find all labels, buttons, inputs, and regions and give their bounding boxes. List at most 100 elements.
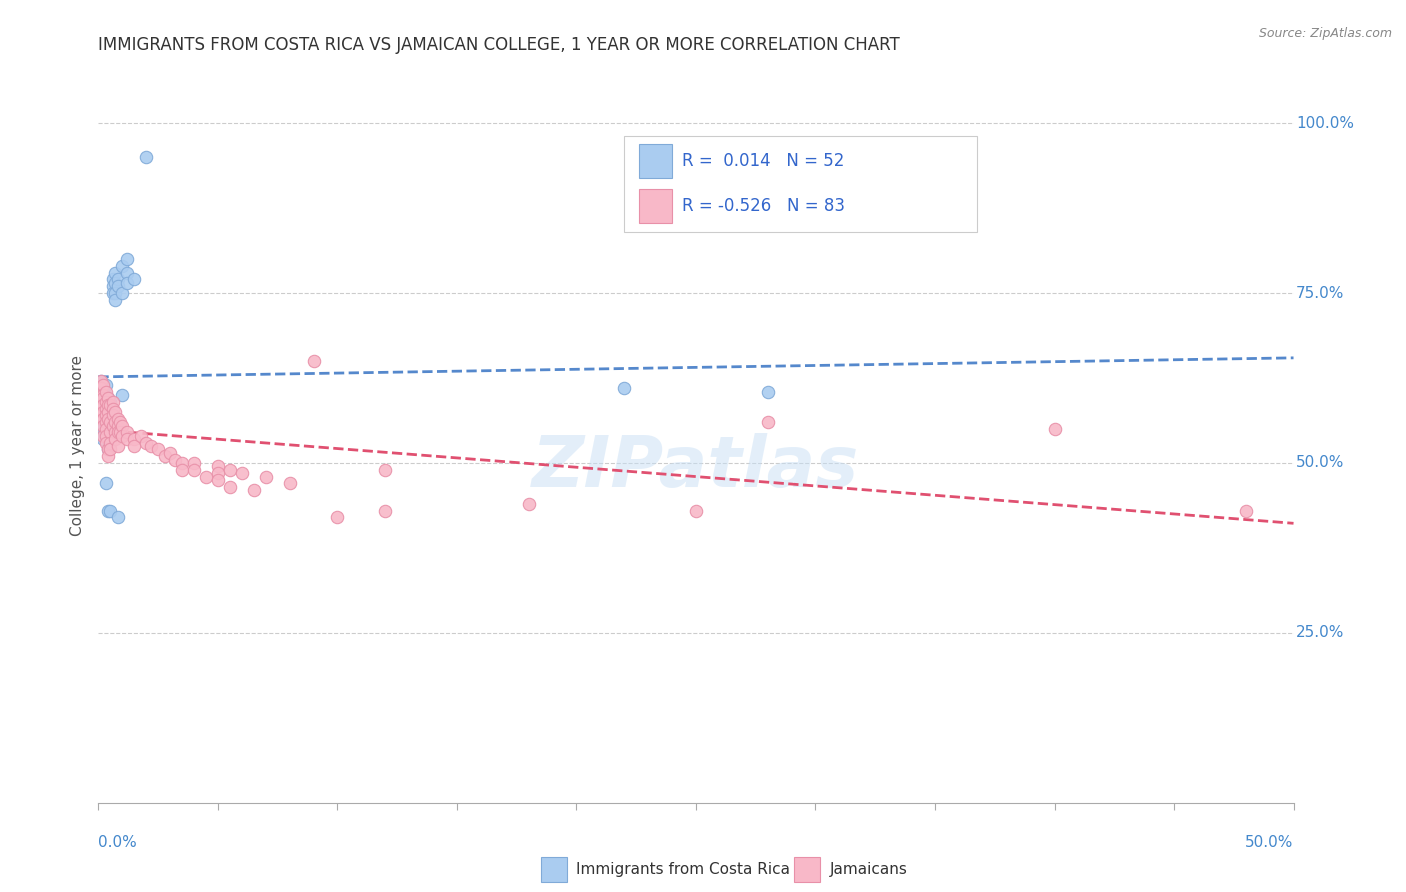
Point (91, 415, 114, 429)
Point (98, 401, 122, 416)
Point (148, 442, 170, 457)
Point (111, 388, 134, 402)
Point (94, 377, 117, 392)
Bar (638, 189, 672, 223)
Point (101, 272, 124, 286)
Text: Jamaicans: Jamaicans (830, 863, 907, 877)
Point (115, 276, 138, 290)
Point (163, 452, 186, 467)
Point (94, 415, 117, 429)
Point (98, 398, 122, 412)
Point (231, 466, 253, 480)
Point (101, 409, 124, 423)
Point (91, 429, 114, 443)
Point (98, 415, 122, 429)
Point (97, 398, 120, 412)
Point (91, 412, 114, 426)
Text: 25.0%: 25.0% (1296, 625, 1344, 640)
Point (101, 279, 124, 293)
Point (101, 394, 124, 409)
Point (94, 476, 117, 491)
Point (135, 150, 157, 164)
Point (135, 435, 157, 450)
Point (97, 412, 120, 426)
Point (107, 425, 129, 440)
Point (111, 286, 134, 301)
Bar (638, 145, 672, 178)
Point (94, 429, 117, 443)
Text: 50.0%: 50.0% (1296, 456, 1344, 470)
Point (155, 449, 177, 463)
Point (98, 503, 122, 517)
Text: 0.0%: 0.0% (98, 835, 138, 850)
Point (97, 412, 120, 426)
Point (91, 405, 114, 419)
Point (107, 279, 129, 293)
Point (94, 394, 117, 409)
Point (98, 394, 122, 409)
Point (90, 375, 112, 389)
Point (91, 432, 114, 446)
Point (94, 401, 117, 416)
Point (101, 401, 124, 416)
Point (98, 442, 122, 457)
Point (91, 405, 114, 419)
Text: Source: ZipAtlas.com: Source: ZipAtlas.com (1258, 27, 1392, 40)
Text: IMMIGRANTS FROM COSTA RICA VS JAMAICAN COLLEGE, 1 YEAR OR MORE CORRELATION CHART: IMMIGRANTS FROM COSTA RICA VS JAMAICAN C… (98, 36, 900, 54)
Point (94, 415, 117, 429)
Point (107, 439, 129, 453)
FancyBboxPatch shape (624, 136, 977, 232)
Point (124, 439, 146, 453)
Point (104, 286, 127, 301)
Point (91, 377, 114, 392)
Point (90, 375, 112, 389)
Point (97, 442, 120, 457)
Point (613, 381, 636, 395)
Point (90, 425, 112, 440)
Point (183, 463, 205, 477)
Text: R =  0.014   N = 52: R = 0.014 N = 52 (682, 153, 844, 170)
Point (101, 418, 124, 433)
Point (107, 510, 129, 524)
Point (91, 412, 114, 426)
Point (207, 466, 229, 480)
Point (108, 415, 131, 429)
Text: ZIPatlas: ZIPatlas (533, 433, 859, 502)
Point (115, 266, 138, 280)
Point (374, 503, 396, 517)
Point (98, 425, 122, 440)
Point (91, 401, 114, 416)
Point (104, 266, 127, 280)
Point (90, 398, 112, 412)
Point (90, 381, 112, 395)
Point (111, 418, 134, 433)
Y-axis label: College, 1 year or more: College, 1 year or more (69, 356, 84, 536)
Point (115, 432, 138, 446)
Point (172, 456, 194, 470)
Point (94, 384, 117, 399)
Point (91, 381, 114, 395)
Point (302, 354, 325, 368)
Point (115, 425, 138, 440)
Point (90, 409, 112, 423)
Point (219, 480, 242, 494)
Point (219, 463, 242, 477)
Point (97, 405, 120, 419)
Text: R = -0.526   N = 83: R = -0.526 N = 83 (682, 197, 845, 215)
Point (94, 422, 117, 436)
Point (97, 392, 120, 406)
Point (97, 449, 120, 463)
Point (94, 409, 117, 423)
Point (91, 388, 114, 402)
Point (97, 398, 120, 412)
Point (139, 439, 162, 453)
Point (97, 503, 120, 517)
Point (131, 429, 153, 443)
Point (159, 446, 181, 460)
Point (91, 392, 114, 406)
Point (756, 384, 779, 399)
Point (194, 469, 217, 483)
Point (90, 409, 112, 423)
Point (278, 476, 301, 491)
Point (517, 497, 540, 511)
